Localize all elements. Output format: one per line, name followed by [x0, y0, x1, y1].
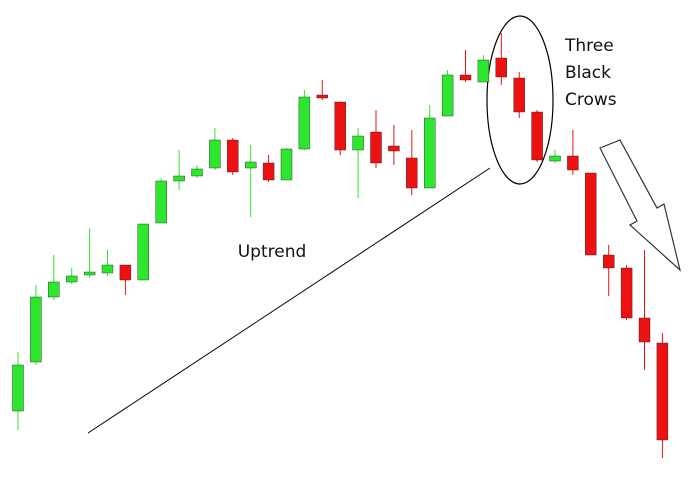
candle-body: [65, 275, 78, 283]
trend-line: [87, 167, 491, 434]
candle-body: [585, 172, 597, 256]
candle-body: [137, 223, 150, 281]
trend-label: Uptrend: [238, 242, 307, 262]
candle-body: [567, 155, 579, 171]
candle-body: [173, 175, 185, 182]
candle-body: [101, 264, 114, 274]
candle-body: [477, 59, 490, 83]
candle-body: [424, 117, 436, 189]
candle-body: [370, 131, 382, 164]
candle-body: [638, 317, 651, 343]
candle-body: [119, 264, 132, 281]
candle-body: [513, 77, 525, 113]
candle-body: [406, 157, 418, 189]
candle-body: [549, 155, 561, 162]
candle-body: [495, 57, 507, 78]
candle-body: [48, 281, 60, 298]
candle-body: [298, 96, 311, 150]
candle-body: [603, 254, 615, 269]
candle-body: [209, 139, 221, 169]
candle-body: [441, 74, 454, 117]
down-arrow: [599, 139, 682, 272]
candle-body: [30, 296, 42, 363]
candle-body: [280, 148, 293, 181]
candle-body: [334, 101, 346, 151]
pattern-label: Crows: [565, 90, 617, 110]
pattern-label: Black: [565, 63, 611, 83]
candle-body: [531, 111, 543, 161]
candle-body: [316, 94, 328, 99]
pattern-ellipse: [486, 15, 554, 185]
candle-body: [620, 267, 633, 319]
candle-body: [244, 161, 257, 169]
candle-body: [352, 135, 364, 151]
pattern-label: Three: [564, 36, 614, 56]
candle-body: [262, 162, 275, 181]
candle-body: [83, 271, 96, 276]
candle-body: [155, 180, 167, 224]
candle-body: [191, 168, 203, 177]
candle-body: [459, 74, 472, 81]
candle-body: [227, 139, 239, 173]
candle-body: [12, 364, 24, 412]
candle-body: [388, 145, 400, 152]
candle-body: [656, 342, 669, 441]
